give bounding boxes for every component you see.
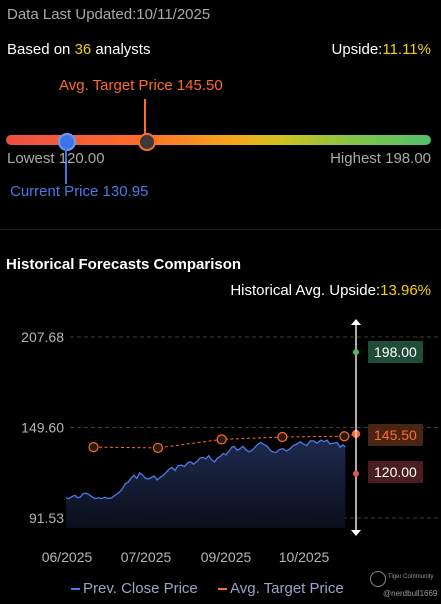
target-price-point — [277, 431, 288, 443]
guide-top-arrow — [351, 319, 361, 325]
based-suffix: analysts — [91, 41, 151, 58]
forecast-high-point — [353, 349, 359, 356]
current-price-pointer — [65, 147, 67, 184]
last-updated-text: Data Last Updated:10/11/2025 — [7, 6, 211, 23]
forecast-high-tag: 198.00 — [368, 341, 423, 363]
forecast-low-point — [353, 470, 359, 477]
legend-close[interactable]: Prev. Close Price — [71, 580, 198, 597]
based-prefix: Based on — [7, 41, 75, 58]
legend-target-label: Avg. Target Price — [230, 580, 344, 597]
y-tick-label: 149.60 — [21, 420, 64, 436]
current-price-marker — [58, 133, 76, 151]
target-price-point — [152, 442, 164, 454]
x-tick-label: 07/2025 — [121, 549, 172, 565]
target-price-point — [216, 434, 227, 445]
history-title: Historical Forecasts Comparison — [6, 256, 242, 273]
close-price-area — [66, 440, 346, 528]
watermark-user: @nerdbull1669 — [383, 589, 438, 598]
history-avg-upside-line: Historical Avg. Upside:13.96% — [230, 282, 431, 299]
x-tick-label: 09/2025 — [201, 549, 252, 565]
price-range-bar — [6, 135, 431, 145]
x-tick-label: 06/2025 — [42, 549, 93, 565]
upside-label: Upside: — [331, 41, 383, 58]
y-tick-label: 91.53 — [29, 510, 64, 526]
analyst-count-line: Based on 36 analysts — [7, 41, 150, 58]
tiger-logo-icon — [370, 571, 386, 587]
analyst-count: 36 — [74, 41, 92, 58]
target-price-point — [88, 442, 99, 453]
highest-label: Highest 198.00 — [330, 150, 431, 167]
forecast-avg-tag: 145.50 — [368, 424, 423, 446]
avg-target-label: Avg. Target Price 145.50 — [59, 77, 223, 94]
guide-bottom-arrow — [351, 530, 361, 536]
history-chart: 207.68 149.60 91.53 06/2025 07/2025 09/2025 1… — [21, 319, 441, 565]
avg-target-pointer — [144, 99, 146, 136]
lowest-label: Lowest 120.00 — [7, 150, 105, 167]
history-avg-upside-label: Historical Avg. Upside: — [230, 282, 381, 299]
upside-value: 11.11% — [382, 41, 431, 58]
x-tick-label: 10/2025 — [279, 549, 330, 565]
y-tick-label: 207.68 — [21, 329, 64, 345]
legend-close-swatch — [71, 588, 80, 591]
legend-target-swatch — [218, 588, 227, 591]
forecast-low-tag: 120.00 — [368, 461, 423, 483]
legend-close-label: Prev. Close Price — [83, 580, 198, 597]
target-price-point — [339, 431, 350, 442]
history-avg-upside-value: 13.96% — [380, 282, 431, 299]
section-divider — [0, 229, 441, 230]
watermark-brand: Tiger Community — [388, 574, 434, 580]
avg-target-marker — [138, 133, 156, 151]
legend-target[interactable]: Avg. Target Price — [218, 580, 344, 597]
current-price-label: Current Price 130.95 — [10, 183, 149, 200]
close-price-line — [65, 439, 346, 500]
upside-line: Upside:11.11% — [331, 41, 431, 58]
